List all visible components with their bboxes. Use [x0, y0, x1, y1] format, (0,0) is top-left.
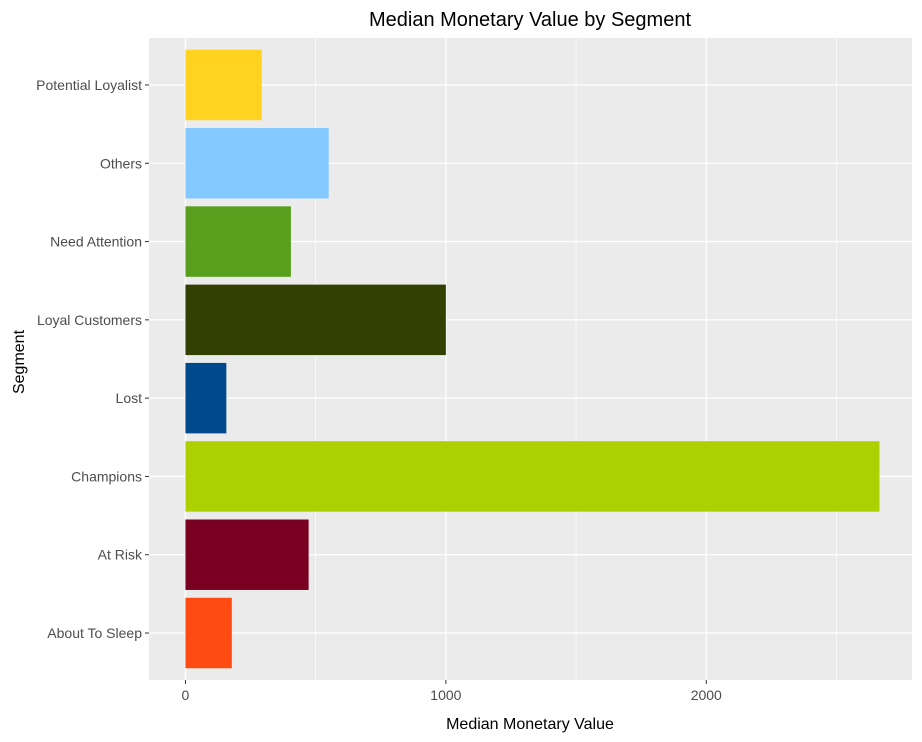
bar-loyal-customers	[185, 284, 446, 356]
bar-lost	[185, 362, 227, 434]
x-tick-label: 2000	[691, 687, 722, 703]
y-tick-label: Others	[100, 155, 142, 171]
y-tick-label: Potential Loyalist	[36, 77, 142, 93]
bar-potential-loyalist	[185, 49, 262, 121]
y-tick-label: Lost	[116, 390, 143, 406]
x-tick-label: 1000	[430, 687, 461, 703]
bar-need-attention	[185, 206, 291, 277]
y-tick-label: About To Sleep	[47, 625, 142, 641]
y-tick-label: Loyal Customers	[37, 312, 142, 328]
y-axis: About To Sleep At Risk Champions Lost Loyal …	[36, 77, 149, 641]
y-tick-label: At Risk	[98, 547, 143, 563]
x-tick-label: 0	[182, 687, 190, 703]
bar-champions	[185, 441, 880, 512]
x-axis-title: Median Monetary Value	[446, 716, 614, 733]
x-axis: 0 1000 2000	[182, 680, 722, 703]
chart-title: Median Monetary Value by Segment	[369, 9, 691, 31]
bar-others	[185, 128, 329, 199]
y-axis-title: Segment	[11, 329, 28, 394]
y-tick-label: Need Attention	[50, 234, 142, 250]
bar-at-risk	[185, 519, 309, 590]
y-tick-label: Champions	[71, 468, 142, 484]
bar-about-to-sleep	[185, 597, 232, 669]
bars	[185, 49, 880, 669]
